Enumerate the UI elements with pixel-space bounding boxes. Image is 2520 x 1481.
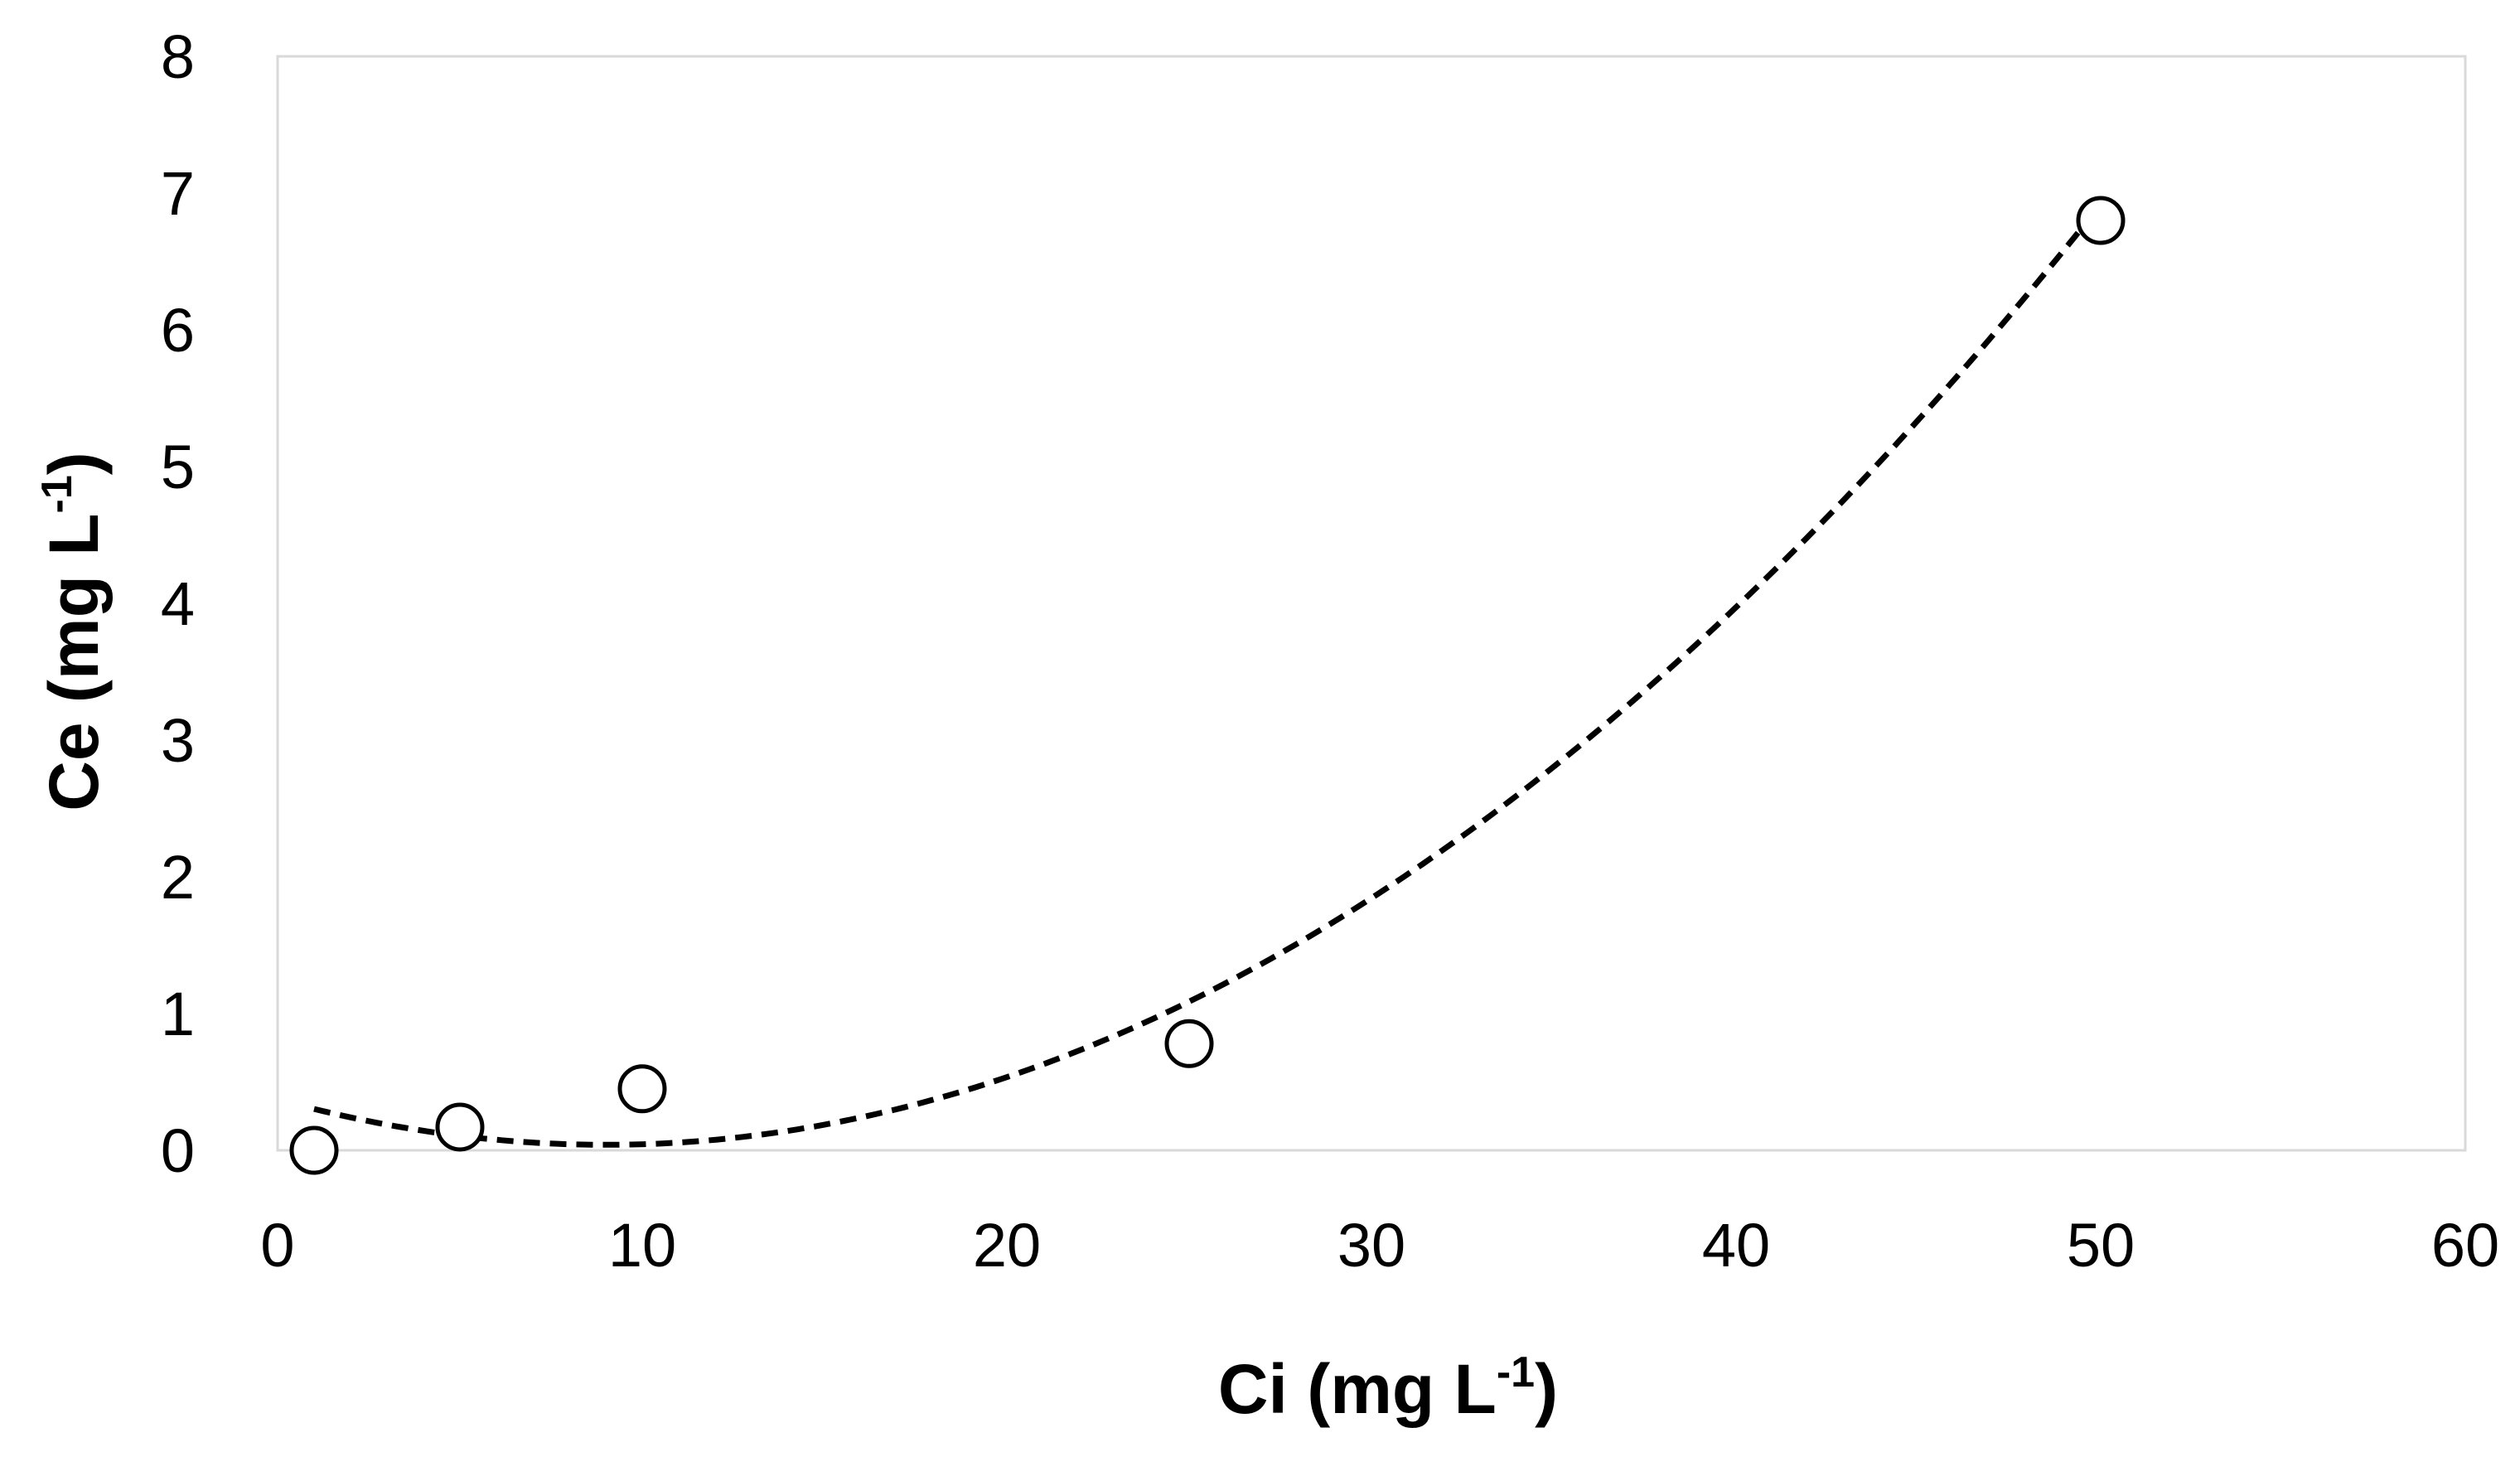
y-tick-label: 0	[161, 1116, 195, 1185]
trendline	[313, 202, 2103, 1148]
x-tick-label: 60	[2431, 1211, 2499, 1280]
x-tick-label: 0	[260, 1211, 294, 1280]
plot-area-border	[276, 55, 2467, 1152]
y-tick-label: 1	[161, 980, 195, 1048]
data-point	[2076, 196, 2126, 245]
y-tick-label: 8	[161, 22, 195, 91]
data-point	[289, 1125, 339, 1175]
y-tick-label: 6	[161, 296, 195, 365]
x-tick-label: 10	[608, 1211, 676, 1280]
data-point	[1164, 1019, 1214, 1068]
y-axis-title: Ce (mg L-1)	[33, 452, 113, 811]
data-points	[289, 196, 2126, 1175]
x-tick-label: 40	[1702, 1211, 1770, 1280]
y-tick-label: 7	[161, 159, 195, 228]
y-tick-label: 4	[161, 569, 195, 638]
y-axis-tick-labels: 0 1 2 3 4 5 6 7 8	[161, 22, 195, 1185]
x-tick-label: 50	[2067, 1211, 2135, 1280]
x-axis-title: Ci (mg L-1)	[1218, 1348, 1558, 1428]
x-axis-tick-labels: 0 10 20 30 40 50 60	[260, 1211, 2499, 1280]
x-tick-label: 30	[1337, 1211, 1405, 1280]
data-point	[617, 1064, 667, 1114]
y-tick-label: 5	[161, 433, 195, 501]
data-point	[435, 1102, 485, 1152]
y-tick-label: 2	[161, 843, 195, 912]
x-tick-label: 20	[973, 1211, 1041, 1280]
y-tick-label: 3	[161, 706, 195, 775]
